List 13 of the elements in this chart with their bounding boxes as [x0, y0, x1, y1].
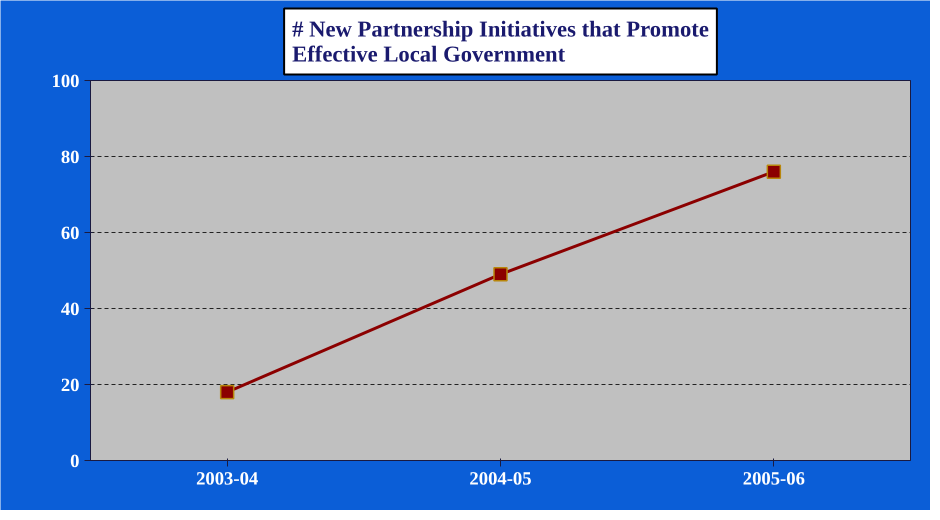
x-tick-label: 2003-04 [196, 468, 258, 490]
x-tick-label: 2004-05 [469, 468, 532, 490]
point [766, 164, 782, 179]
y-tick-label: 20 [60, 375, 80, 396]
x-tick-label: 2005-06 [742, 468, 805, 490]
y-tick-label: 40 [60, 299, 80, 320]
y-tick-label: 100 [52, 71, 80, 92]
point [493, 267, 508, 282]
y-tick-label: 80 [60, 147, 80, 168]
y-tick-label: 0 [70, 451, 80, 472]
chart-title: # New Partnership Initiatives that Promote Effective Local Government [292, 16, 709, 66]
y-tick-label: 60 [60, 223, 80, 244]
point [220, 384, 234, 400]
